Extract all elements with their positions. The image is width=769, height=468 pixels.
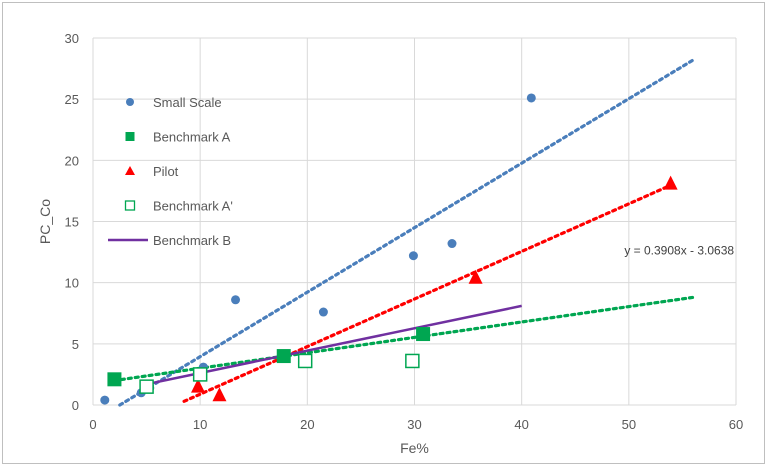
data-point — [139, 379, 154, 394]
data-point — [212, 387, 227, 402]
annotations: y = 0.3908x - 3.0638 — [624, 244, 734, 258]
trendline — [118, 58, 695, 407]
y-tick-label: 30 — [65, 31, 79, 46]
data-point — [107, 372, 122, 387]
x-tick-label: 0 — [89, 417, 96, 432]
data-point — [192, 367, 208, 382]
x-tick-label: 10 — [193, 417, 207, 432]
data-point — [191, 378, 206, 393]
chart-frame — [2, 2, 765, 464]
data-point — [231, 295, 241, 305]
legend-label: Small Scale — [153, 95, 222, 110]
y-tick-label: 5 — [72, 337, 79, 352]
data-point — [100, 395, 110, 405]
legend-swatch — [125, 132, 135, 141]
y-tick-label: 25 — [65, 92, 79, 107]
x-axis-title: Fe% — [400, 440, 429, 456]
y-tick-label: 10 — [65, 276, 79, 291]
data-point — [468, 269, 483, 284]
x-tick-label: 50 — [622, 417, 636, 432]
x-tick-label: 40 — [514, 417, 528, 432]
data-point — [318, 307, 328, 317]
data-point — [276, 349, 291, 364]
series-line — [146, 304, 522, 386]
x-tick-label: 30 — [407, 417, 421, 432]
legend: Small Scale Benchmark A Pilot Benchmark A' B… — [108, 95, 233, 248]
legend-label: Benchmark B — [153, 233, 231, 248]
series — [100, 93, 678, 405]
y-tick-label: 15 — [65, 215, 79, 230]
legend-label: Benchmark A — [153, 130, 231, 145]
legend-label: Benchmark A' — [153, 199, 233, 214]
x-tick-label: 60 — [729, 417, 743, 432]
trendline — [182, 183, 674, 403]
legend-label: Pilot — [153, 164, 179, 179]
data-point — [526, 93, 536, 103]
y-tick-label: 0 — [72, 398, 79, 413]
trendline-equation: y = 0.3908x - 3.0638 — [624, 244, 734, 258]
y-axis-title: PC_Co — [37, 199, 53, 244]
data-point — [416, 327, 431, 342]
legend-swatch — [126, 98, 134, 106]
x-tick-label: 20 — [300, 417, 314, 432]
data-point — [663, 175, 678, 190]
data-point — [447, 239, 457, 249]
legend-swatch — [125, 166, 135, 175]
y-tick-label: 20 — [65, 153, 79, 168]
trendline — [112, 295, 695, 383]
legend-swatch — [124, 200, 136, 211]
data-point — [405, 353, 420, 369]
data-point — [297, 353, 313, 369]
tick-labels: 0 5 10 15 20 25 30 0 10 20 30 40 50 60 — [65, 31, 744, 432]
data-point — [408, 251, 418, 261]
trendlines — [112, 58, 695, 407]
